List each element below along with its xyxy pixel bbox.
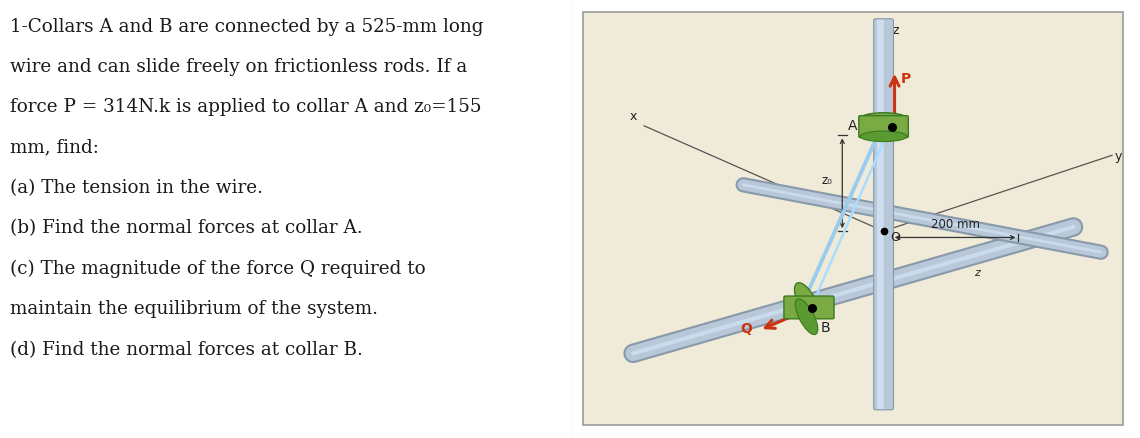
- Text: z: z: [893, 24, 899, 36]
- Text: x: x: [629, 110, 637, 122]
- Text: (b) Find the normal forces at collar A.: (b) Find the normal forces at collar A.: [10, 219, 363, 237]
- Text: A: A: [848, 118, 857, 132]
- FancyBboxPatch shape: [873, 20, 894, 410]
- Text: O: O: [890, 231, 901, 244]
- Ellipse shape: [795, 283, 819, 319]
- Text: (d) Find the normal forces at collar B.: (d) Find the normal forces at collar B.: [10, 340, 364, 358]
- Ellipse shape: [861, 113, 907, 125]
- Text: Q: Q: [740, 321, 752, 336]
- Text: wire and can slide freely on frictionless rods. If a: wire and can slide freely on frictionles…: [10, 58, 467, 76]
- Ellipse shape: [861, 132, 907, 142]
- Text: 1-Collars A and B are connected by a 525-mm long: 1-Collars A and B are connected by a 525…: [10, 18, 483, 35]
- Text: y: y: [1115, 149, 1122, 162]
- FancyBboxPatch shape: [858, 117, 909, 138]
- Text: B: B: [821, 320, 830, 334]
- Text: force P = 314N.k is applied to collar A and z₀=155: force P = 314N.k is applied to collar A …: [10, 98, 482, 116]
- Text: z: z: [975, 268, 980, 278]
- Text: (a) The tension in the wire.: (a) The tension in the wire.: [10, 179, 263, 197]
- Text: maintain the equilibrium of the system.: maintain the equilibrium of the system.: [10, 300, 378, 318]
- Text: mm, find:: mm, find:: [10, 138, 99, 156]
- Text: P: P: [902, 71, 912, 85]
- Text: z₀: z₀: [822, 173, 832, 187]
- FancyBboxPatch shape: [584, 13, 1123, 425]
- Text: (c) The magnitude of the force Q required to: (c) The magnitude of the force Q require…: [10, 259, 426, 278]
- FancyBboxPatch shape: [784, 297, 834, 319]
- Ellipse shape: [796, 299, 817, 335]
- Text: 200 mm: 200 mm: [930, 217, 979, 230]
- FancyBboxPatch shape: [877, 21, 884, 409]
